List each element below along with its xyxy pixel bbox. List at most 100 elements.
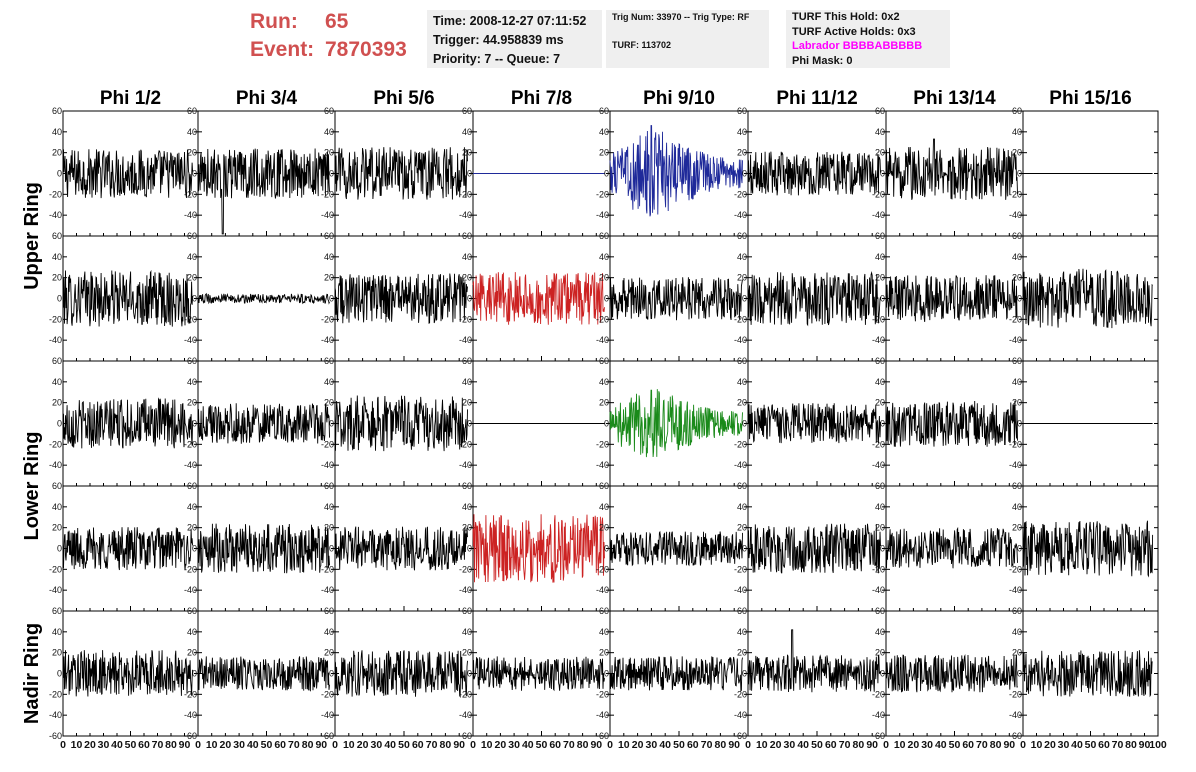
- ring-label: Lower Ring: [21, 432, 43, 541]
- y-tick-label: 0: [57, 294, 62, 304]
- y-tick-label: -20: [872, 689, 885, 699]
- waveform-trace: [197, 292, 330, 305]
- y-tick-label: 60: [187, 231, 197, 241]
- y-tick-label: 20: [875, 648, 885, 658]
- x-tick-label: 80: [715, 739, 727, 751]
- y-tick-label: 0: [1017, 169, 1022, 179]
- y-tick-label: 60: [875, 481, 885, 491]
- x-tick-label: 80: [990, 739, 1002, 751]
- trigger-info-box: Trig Num: 33970 -- Trig Type: RF TURF: 1…: [606, 10, 769, 68]
- y-tick-label: 40: [875, 377, 885, 387]
- x-tick-label: 40: [659, 739, 671, 751]
- y-tick-label: -40: [321, 335, 334, 345]
- y-tick-label: -40: [49, 710, 62, 720]
- y-tick-label: 0: [329, 294, 334, 304]
- y-tick-label: 20: [187, 148, 197, 158]
- y-tick-label: -40: [1009, 460, 1022, 470]
- waveform-trace: [472, 656, 605, 692]
- y-tick-label: 20: [462, 523, 472, 533]
- y-tick-label: 60: [187, 481, 197, 491]
- y-tick-label: 60: [52, 481, 62, 491]
- y-tick-label: -40: [321, 585, 334, 595]
- waveform-trace: [197, 148, 330, 235]
- y-tick-label: -40: [321, 460, 334, 470]
- y-tick-label: -20: [872, 189, 885, 199]
- x-tick-label: 30: [98, 739, 110, 751]
- y-tick-label: -60: [184, 731, 197, 741]
- event-label: Event:: [250, 38, 315, 61]
- x-tick-label: 10: [894, 739, 906, 751]
- y-tick-label: 0: [192, 294, 197, 304]
- y-tick-label: 60: [599, 231, 609, 241]
- y-tick-label: -20: [872, 564, 885, 574]
- y-tick-label: -20: [459, 689, 472, 699]
- y-tick-label: 60: [462, 606, 472, 616]
- waveform-trace: [334, 650, 468, 698]
- y-tick-label: 0: [192, 169, 197, 179]
- waveform-trace: [197, 523, 330, 574]
- y-tick-label: -40: [321, 710, 334, 720]
- y-tick-label: 0: [604, 544, 609, 554]
- x-tick-label: 30: [1058, 739, 1070, 751]
- y-tick-label: 0: [329, 544, 334, 554]
- y-tick-label: 20: [52, 523, 62, 533]
- y-tick-label: 20: [875, 273, 885, 283]
- y-tick-label: 60: [462, 106, 472, 116]
- y-tick-label: -60: [49, 731, 62, 741]
- y-tick-label: -20: [49, 439, 62, 449]
- y-tick-label: -40: [49, 460, 62, 470]
- x-tick-label: 90: [179, 739, 191, 751]
- x-tick-label: 70: [701, 739, 713, 751]
- y-tick-label: 20: [1012, 148, 1022, 158]
- y-tick-label: 20: [737, 148, 747, 158]
- y-tick-label: 20: [737, 648, 747, 658]
- y-tick-label: 40: [52, 252, 62, 262]
- x-tick-label: 0: [745, 739, 751, 751]
- y-tick-label: 60: [1012, 106, 1022, 116]
- y-tick-label: 40: [737, 502, 747, 512]
- x-tick-label: 10: [618, 739, 630, 751]
- y-tick-label: -20: [596, 314, 609, 324]
- y-tick-label: -60: [734, 731, 747, 741]
- y-tick-label: -40: [1009, 210, 1022, 220]
- y-tick-label: 60: [737, 481, 747, 491]
- y-tick-label: -40: [596, 210, 609, 220]
- x-tick-label: 20: [908, 739, 920, 751]
- y-tick-label: 60: [324, 481, 334, 491]
- y-tick-label: -40: [459, 460, 472, 470]
- y-tick-label: 40: [52, 127, 62, 137]
- y-tick-label: 40: [1012, 252, 1022, 262]
- y-tick-label: 0: [604, 419, 609, 429]
- y-tick-label: -20: [596, 689, 609, 699]
- y-tick-label: 20: [324, 398, 334, 408]
- waveform-trace: [1022, 268, 1153, 329]
- y-tick-label: -20: [321, 439, 334, 449]
- x-tick-label: 80: [165, 739, 177, 751]
- y-tick-label: 40: [599, 627, 609, 637]
- y-tick-label: -40: [872, 585, 885, 595]
- y-tick-label: -40: [184, 710, 197, 720]
- y-tick-label: 20: [875, 523, 885, 533]
- y-tick-label: 60: [1012, 231, 1022, 241]
- y-tick-label: 20: [737, 523, 747, 533]
- x-tick-label: 90: [1139, 739, 1151, 751]
- y-tick-label: 20: [187, 523, 197, 533]
- y-tick-label: -20: [1009, 439, 1022, 449]
- x-tick-label: 10: [206, 739, 218, 751]
- y-tick-label: -40: [596, 710, 609, 720]
- x-tick-label: 0: [332, 739, 338, 751]
- x-tick-label: 80: [853, 739, 865, 751]
- y-tick-label: 40: [737, 627, 747, 637]
- y-tick-label: 60: [324, 606, 334, 616]
- y-tick-label: 40: [875, 627, 885, 637]
- y-tick-label: -20: [734, 564, 747, 574]
- y-tick-label: 20: [324, 273, 334, 283]
- y-tick-label: 20: [462, 273, 472, 283]
- y-tick-label: 20: [324, 648, 334, 658]
- y-tick-label: -20: [321, 314, 334, 324]
- y-tick-label: 20: [1012, 398, 1022, 408]
- priority-text: Priority: 7 -- Queue: 7: [433, 52, 561, 66]
- y-tick-label: 0: [57, 669, 62, 679]
- waveform-trace: [885, 526, 1018, 569]
